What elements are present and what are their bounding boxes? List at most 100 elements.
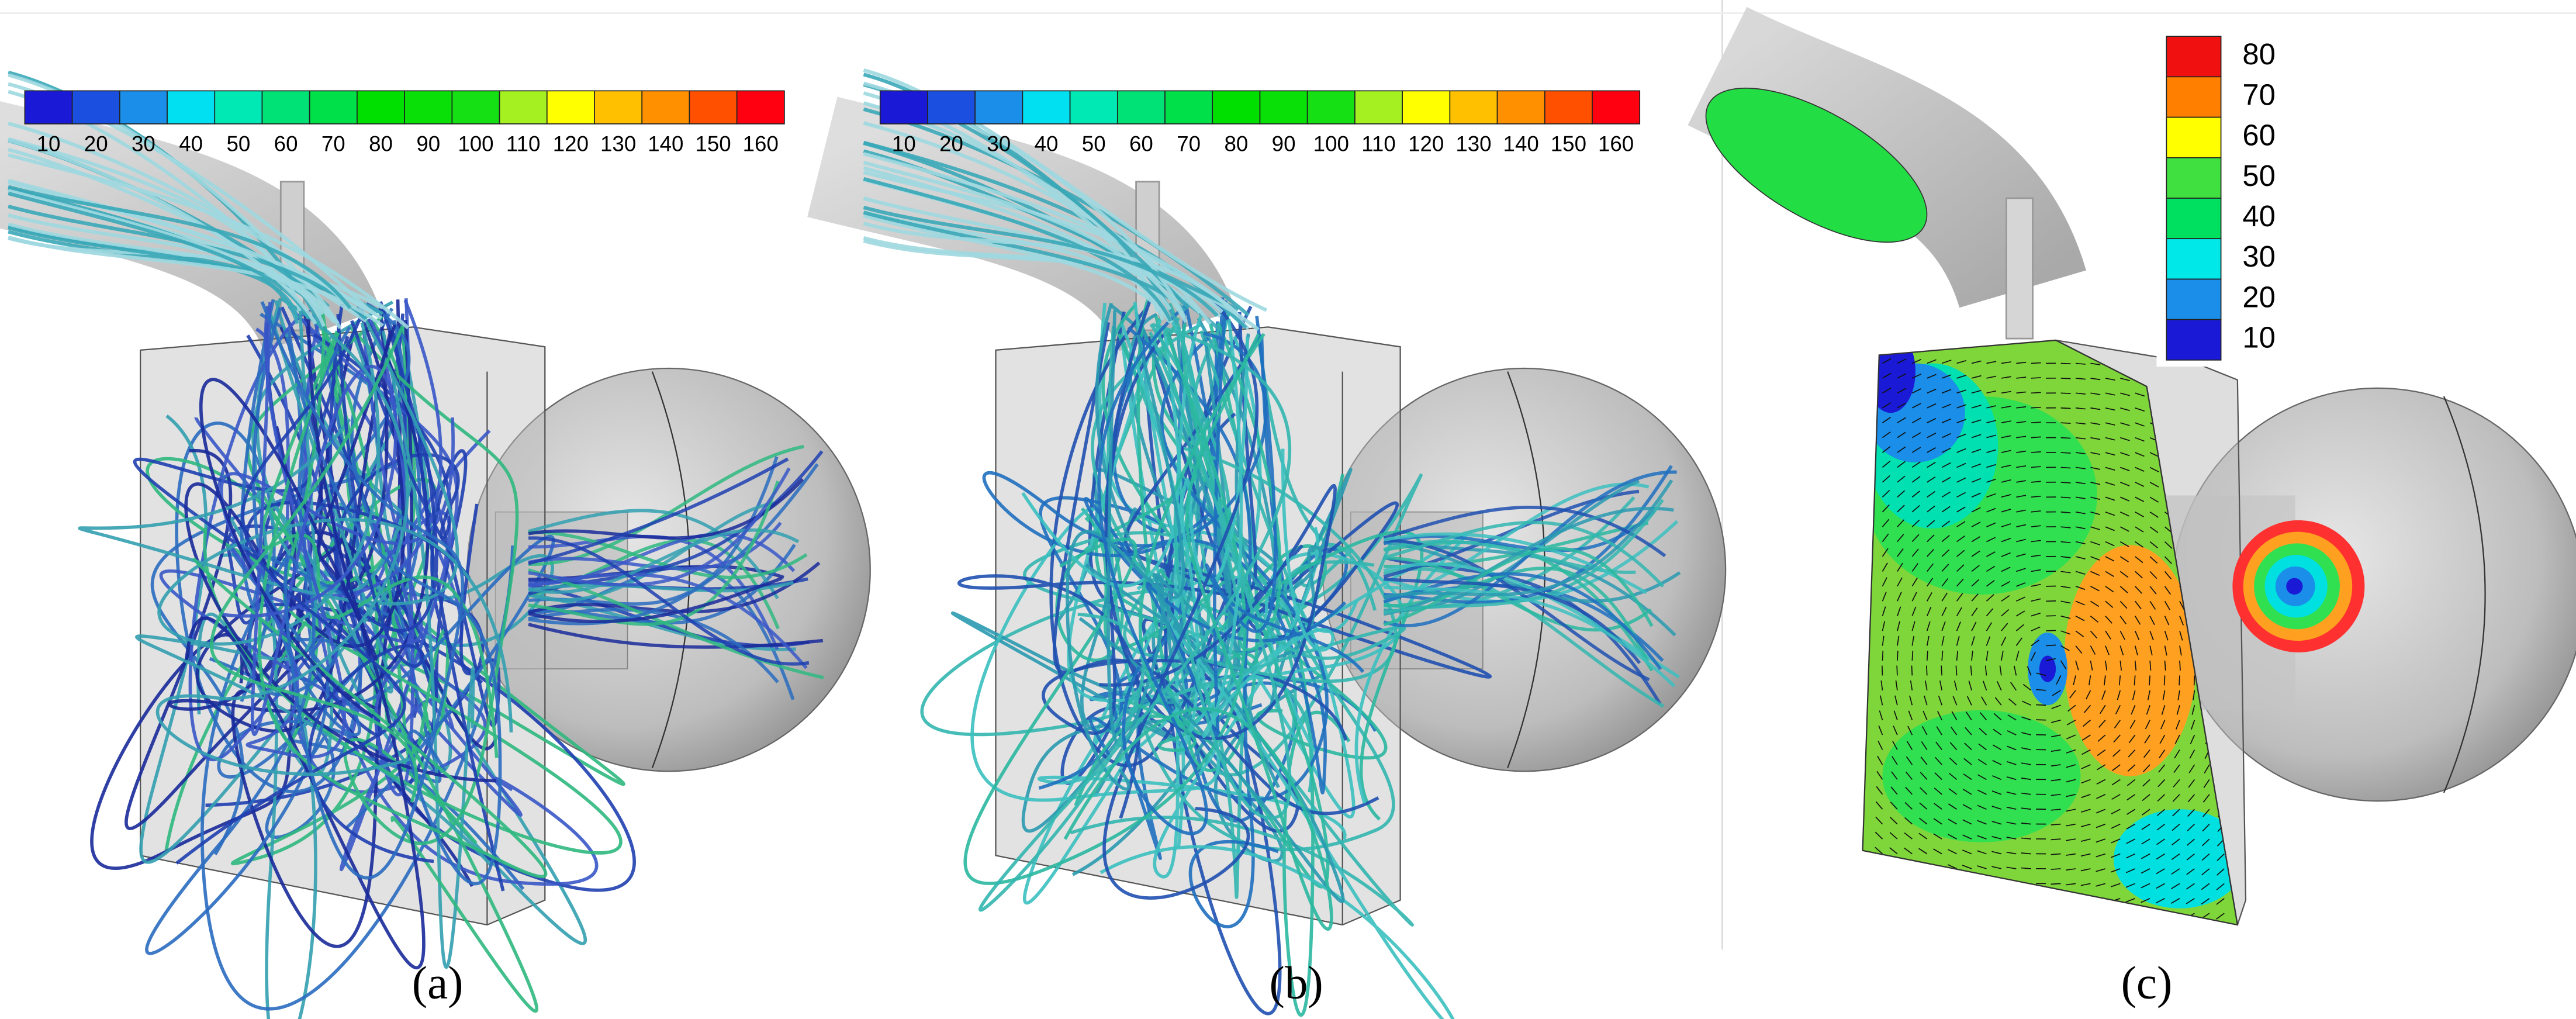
colorbar-label: 20 [2242, 280, 2276, 313]
vector [2001, 450, 2011, 453]
vector [2171, 853, 2180, 861]
vector [1911, 563, 1918, 572]
vector [1906, 756, 1913, 765]
vector [2090, 392, 2101, 395]
vector [2066, 809, 2076, 812]
vector [1962, 894, 1972, 899]
streamline [863, 205, 1219, 317]
vector [2134, 645, 2138, 656]
streamline [307, 313, 434, 863]
colorbar-cell [2166, 36, 2222, 78]
streamline [8, 236, 384, 327]
vector [1904, 847, 1913, 855]
vector [2201, 883, 2210, 890]
colorbar-label: 40 [1035, 132, 1059, 156]
vector [1986, 375, 1997, 379]
vector [2066, 719, 2076, 726]
vector [1918, 863, 1928, 869]
vector [1956, 521, 1966, 527]
colorbar-cell [404, 90, 453, 125]
vector [1977, 759, 1987, 765]
vector [2217, 853, 2225, 861]
vector [2007, 745, 2017, 751]
vector [1993, 728, 2002, 735]
colorbar-label: 80 [1224, 132, 1248, 156]
vector [2031, 525, 2041, 528]
vector [2021, 852, 2031, 855]
colorbar-label: 60 [274, 132, 298, 156]
vector [2015, 624, 2024, 631]
vector [1979, 712, 1987, 721]
vector [2056, 675, 2062, 685]
vector [2128, 749, 2136, 758]
vector [1986, 449, 1996, 453]
vector [2149, 600, 2156, 610]
vector [2045, 658, 2056, 661]
streamline [1205, 316, 1365, 673]
vector [1889, 832, 1898, 840]
vector [1966, 696, 1972, 706]
streamline [863, 222, 1239, 315]
vector [1882, 562, 1888, 572]
vector [2202, 809, 2210, 817]
streamline [528, 509, 779, 600]
vector [1986, 478, 1996, 483]
vector [1956, 550, 1965, 557]
colorbar-cell [24, 90, 73, 125]
streamline [1136, 298, 1259, 725]
vector [2083, 704, 2091, 713]
vector [2110, 913, 2121, 917]
vector [2142, 764, 2150, 772]
vector [1882, 621, 1886, 631]
streamline [1078, 302, 1345, 903]
vector [2016, 465, 2027, 468]
vector [1963, 773, 1972, 780]
vector [2135, 422, 2145, 427]
vector [1882, 548, 1889, 557]
vector [1971, 434, 1982, 438]
vector [1893, 726, 1898, 735]
vector [2105, 600, 2114, 608]
streamline [1384, 577, 1641, 665]
vector [2149, 675, 2150, 686]
vector [2075, 526, 2086, 530]
vector [2001, 376, 2011, 379]
vector [1911, 635, 1915, 646]
colorbar-cell [119, 90, 168, 125]
vector [2164, 630, 2169, 641]
vector [2075, 422, 2086, 424]
colorbar-cell [1212, 90, 1261, 125]
vector [2126, 809, 2136, 815]
vector [2157, 809, 2166, 816]
vector [1911, 606, 1917, 617]
vector [2149, 452, 2159, 458]
vector [1934, 772, 1942, 780]
vector [1921, 726, 1928, 735]
contour-plane [1862, 340, 2238, 925]
colorbar-label: 90 [1272, 132, 1296, 156]
vector [1977, 850, 1987, 855]
vector [1924, 680, 1928, 690]
vector [1875, 801, 1883, 810]
vector [2021, 837, 2031, 840]
vector [2001, 479, 2011, 483]
vector [2101, 690, 2106, 700]
colorbar-label: 30 [2242, 240, 2276, 273]
colorbar-label: 160 [743, 132, 779, 156]
vector [2006, 821, 2017, 825]
vector [1927, 388, 1937, 394]
vector [2096, 913, 2106, 916]
vector [1927, 433, 1937, 438]
vector [2105, 630, 2111, 640]
vector [1910, 680, 1913, 690]
vector [1892, 741, 1898, 750]
vector [1927, 417, 1937, 423]
vector [2016, 582, 2026, 587]
vector [2075, 630, 2084, 637]
streamline [1383, 506, 1666, 558]
vector [2127, 779, 2136, 786]
vector [2031, 495, 2041, 498]
vector [2096, 779, 2106, 785]
vector [1919, 787, 1928, 795]
contour-band [1882, 710, 2081, 842]
